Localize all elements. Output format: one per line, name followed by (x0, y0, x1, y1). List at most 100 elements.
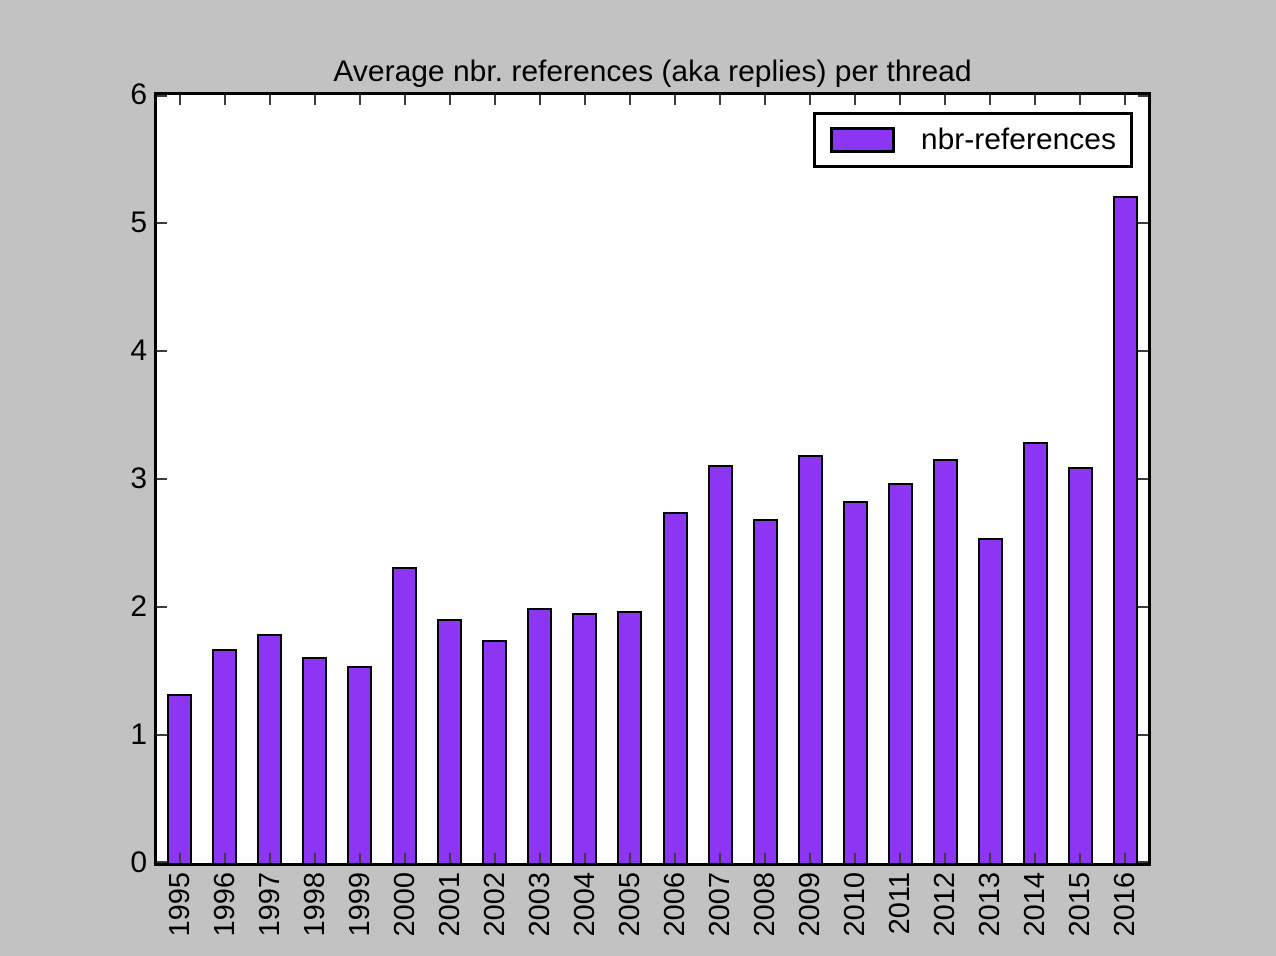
y-tick (157, 222, 167, 224)
x-tick-label-2001: 2001 (433, 872, 466, 937)
x-tick (583, 95, 586, 105)
legend-swatch (830, 127, 895, 153)
y-tick (1138, 222, 1148, 224)
y-tick (1138, 478, 1148, 480)
y-tick (1138, 606, 1148, 608)
x-tick (223, 853, 226, 863)
bar-1996 (212, 649, 238, 865)
y-tick (157, 350, 167, 352)
bar-2013 (977, 537, 1003, 865)
x-tick (989, 95, 992, 105)
x-tick (764, 95, 767, 105)
x-tick (854, 95, 857, 105)
x-tick (809, 95, 812, 105)
x-tick-label-2002: 2002 (478, 872, 511, 937)
bar-1997 (257, 633, 283, 865)
y-tick (157, 606, 167, 608)
x-tick-label-1998: 1998 (298, 872, 331, 937)
x-tick (854, 853, 857, 863)
x-tick (944, 95, 947, 105)
legend-label: nbr-references (920, 123, 1116, 156)
y-tick-label-5: 5 (130, 206, 147, 239)
x-tick (448, 95, 451, 105)
x-tick-label-2013: 2013 (974, 872, 1007, 937)
y-tick (1138, 95, 1148, 97)
y-tick (1138, 861, 1148, 863)
bar-2005 (617, 610, 643, 865)
bar-2003 (527, 608, 553, 865)
bar-2008 (752, 518, 778, 865)
x-tick (403, 853, 406, 863)
x-tick-label-1995: 1995 (163, 872, 196, 937)
x-tick (1079, 95, 1082, 105)
bar-2010 (842, 500, 868, 865)
x-tick-label-2004: 2004 (568, 872, 601, 937)
x-tick-label-1999: 1999 (343, 872, 376, 937)
bar-2011 (887, 482, 913, 865)
y-tick-label-3: 3 (130, 462, 147, 495)
y-tick (157, 734, 167, 736)
x-tick (1124, 95, 1127, 105)
x-tick-label-2012: 2012 (929, 872, 962, 937)
x-tick-label-2009: 2009 (794, 872, 827, 937)
x-tick (1079, 853, 1082, 863)
x-tick (358, 95, 361, 105)
x-tick-label-2016: 2016 (1109, 872, 1142, 937)
x-tick (538, 95, 541, 105)
x-tick-label-2003: 2003 (523, 872, 556, 937)
y-tick (157, 95, 167, 97)
x-tick (809, 853, 812, 863)
y-tick-label-6: 6 (130, 78, 147, 111)
x-tick (989, 853, 992, 863)
y-tick (1138, 350, 1148, 352)
x-tick-label-1997: 1997 (253, 872, 286, 937)
x-tick (223, 95, 226, 105)
x-tick (899, 95, 902, 105)
bar-2012 (932, 458, 958, 865)
x-tick (358, 853, 361, 863)
x-tick (628, 95, 631, 105)
x-tick (764, 853, 767, 863)
x-tick (1034, 853, 1037, 863)
legend: nbr-references (813, 112, 1133, 168)
x-tick-label-2010: 2010 (839, 872, 872, 937)
y-tick-label-2: 2 (130, 590, 147, 623)
x-tick-label-2014: 2014 (1019, 872, 1052, 937)
x-tick (583, 853, 586, 863)
x-tick (448, 853, 451, 863)
bar-2009 (797, 454, 823, 865)
x-tick-label-2000: 2000 (388, 872, 421, 937)
x-tick-label-2005: 2005 (613, 872, 646, 937)
x-tick (268, 95, 271, 105)
x-tick (899, 853, 902, 863)
y-tick (1138, 734, 1148, 736)
x-tick (1034, 95, 1037, 105)
bar-2004 (572, 613, 598, 865)
bar-1998 (302, 656, 328, 865)
bar-2015 (1067, 467, 1093, 865)
x-tick-label-2011: 2011 (884, 872, 917, 935)
y-tick (157, 478, 167, 480)
bar-2007 (707, 464, 733, 865)
x-tick-label-2006: 2006 (659, 872, 692, 937)
bar-1999 (347, 665, 373, 865)
x-tick (178, 853, 181, 863)
x-tick (944, 853, 947, 863)
x-tick (674, 853, 677, 863)
x-tick (313, 853, 316, 863)
y-tick (157, 861, 167, 863)
x-tick-label-1996: 1996 (208, 872, 241, 937)
bar-2001 (437, 618, 463, 865)
y-tick-label-0: 0 (130, 846, 147, 879)
y-tick-label-4: 4 (130, 334, 147, 367)
x-tick (178, 95, 181, 105)
bar-2014 (1022, 441, 1048, 865)
x-tick (403, 95, 406, 105)
y-tick-label-1: 1 (130, 718, 147, 751)
x-tick (268, 853, 271, 863)
x-tick (1124, 853, 1127, 863)
x-tick-label-2015: 2015 (1064, 872, 1097, 937)
x-tick (628, 853, 631, 863)
chart-title: Average nbr. references (aka replies) pe… (333, 55, 972, 88)
x-tick-label-2007: 2007 (704, 872, 737, 937)
